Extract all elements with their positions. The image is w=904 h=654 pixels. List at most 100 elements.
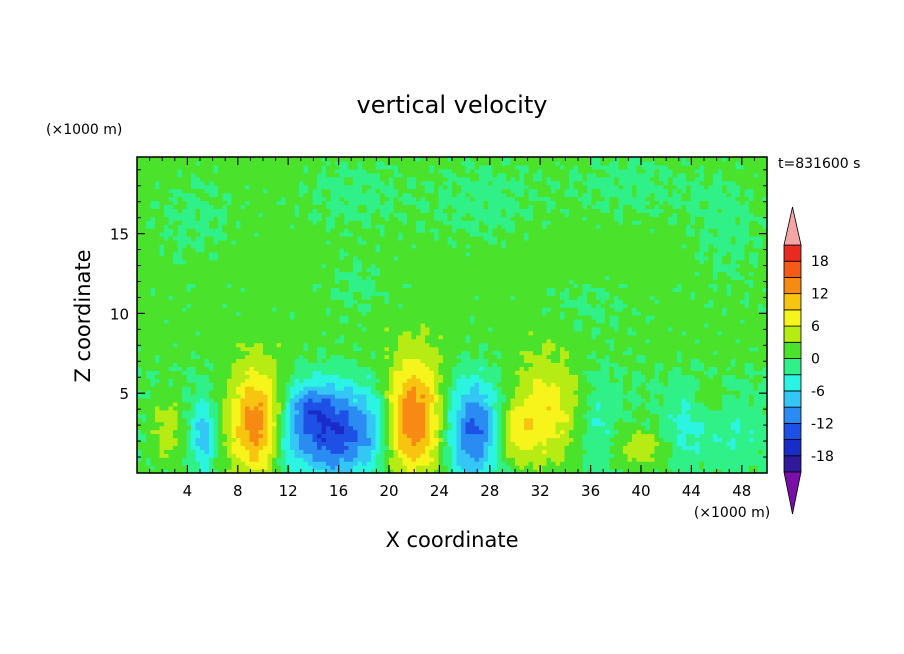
heatmap-cell — [182, 461, 188, 466]
heatmap-cell — [744, 362, 750, 367]
heatmap-cell — [290, 429, 296, 435]
heatmap-cell — [677, 449, 683, 454]
heatmap-cell — [353, 425, 359, 431]
heatmap-cell — [357, 461, 363, 466]
heatmap-cell — [515, 374, 521, 379]
heatmap-cell — [339, 465, 345, 470]
heatmap-cell — [447, 374, 453, 379]
heatmap-cell — [200, 386, 206, 391]
heatmap-cell — [164, 437, 170, 442]
heatmap-cell — [452, 346, 458, 352]
heatmap-cell — [591, 449, 597, 454]
heatmap-cell — [452, 449, 458, 454]
heatmap-cell — [168, 334, 174, 340]
heatmap-cell — [402, 417, 408, 423]
heatmap-cell — [411, 413, 417, 419]
heatmap-cell — [258, 382, 264, 387]
heatmap-cell — [294, 338, 300, 344]
heatmap-cell — [722, 453, 728, 458]
heatmap-cell — [420, 330, 426, 336]
heatmap-cell — [465, 346, 471, 352]
heatmap-cell — [686, 413, 692, 419]
heatmap-cell — [555, 386, 561, 391]
heatmap-cell — [389, 441, 395, 446]
heatmap-cell — [272, 405, 278, 411]
heatmap-cell — [425, 449, 431, 454]
heatmap-cell — [141, 366, 147, 371]
heatmap-cell — [146, 366, 152, 371]
heatmap-cell — [488, 390, 494, 395]
heatmap-cell — [389, 342, 395, 348]
heatmap-cell — [321, 437, 327, 442]
heatmap-cell — [560, 449, 566, 454]
heatmap-cell — [393, 334, 399, 340]
heatmap-cell — [438, 429, 444, 435]
heatmap-cell — [515, 350, 521, 356]
heatmap-cell — [605, 429, 611, 435]
heatmap-cell — [654, 346, 660, 352]
heatmap-cell — [285, 370, 291, 375]
heatmap-cell — [528, 469, 534, 474]
heatmap-cell — [663, 390, 669, 395]
heatmap-cell — [317, 330, 323, 336]
heatmap-cell — [240, 461, 246, 466]
heatmap-cell — [587, 461, 593, 466]
heatmap-cell — [461, 390, 467, 395]
heatmap-cell — [497, 354, 503, 360]
heatmap-cell — [209, 413, 215, 419]
heatmap-cell — [294, 413, 300, 419]
heatmap-cell — [402, 334, 408, 340]
heatmap-cell — [182, 382, 188, 387]
heatmap-cell — [425, 346, 431, 352]
heatmap-cell — [722, 346, 728, 352]
heatmap-cell — [614, 409, 620, 415]
heatmap-cell — [465, 350, 471, 356]
heatmap-cell — [704, 433, 710, 439]
heatmap-cell — [443, 469, 449, 474]
heatmap-cell — [452, 397, 458, 403]
heatmap-cell — [245, 374, 251, 379]
heatmap-cell — [204, 433, 210, 439]
heatmap-cell — [303, 397, 309, 403]
heatmap-cell — [434, 405, 440, 411]
heatmap-cell — [168, 401, 174, 407]
heatmap-cell — [141, 342, 147, 348]
heatmap-cell — [227, 405, 233, 411]
heatmap-cell — [663, 342, 669, 348]
heatmap-cell — [528, 425, 534, 431]
heatmap-cell — [677, 401, 683, 407]
heatmap-cell — [519, 429, 525, 435]
heatmap-cell — [290, 378, 296, 383]
heatmap-cell — [425, 417, 431, 423]
heatmap-cell — [677, 429, 683, 435]
heatmap-cell — [663, 461, 669, 466]
heatmap-cell — [159, 401, 165, 407]
heatmap-cell — [294, 342, 300, 348]
heatmap-cell — [524, 330, 530, 336]
heatmap-cell — [438, 405, 444, 411]
heatmap-cell — [578, 449, 584, 454]
heatmap-cell — [335, 358, 341, 363]
heatmap-cell — [726, 417, 732, 423]
heatmap-cell — [681, 405, 687, 411]
heatmap-cell — [456, 370, 462, 375]
heatmap-cell — [699, 457, 705, 462]
heatmap-cell — [483, 461, 489, 466]
heatmap-cell — [263, 429, 269, 435]
heatmap-cell — [735, 397, 741, 403]
heatmap-cell — [645, 445, 651, 450]
heatmap-cell — [290, 366, 296, 371]
heatmap-cell — [137, 362, 143, 367]
heatmap-cell — [222, 445, 228, 450]
heatmap-cell — [582, 362, 588, 367]
heatmap-cell — [519, 358, 525, 363]
heatmap-cell — [411, 362, 417, 367]
heatmap-cell — [150, 394, 156, 399]
heatmap-cell — [474, 429, 480, 435]
heatmap-cell — [749, 425, 755, 431]
heatmap-cell — [146, 358, 152, 363]
heatmap-cell — [492, 461, 498, 466]
heatmap-cell — [240, 390, 246, 395]
heatmap-cell — [416, 346, 422, 352]
heatmap-cell — [344, 386, 350, 391]
